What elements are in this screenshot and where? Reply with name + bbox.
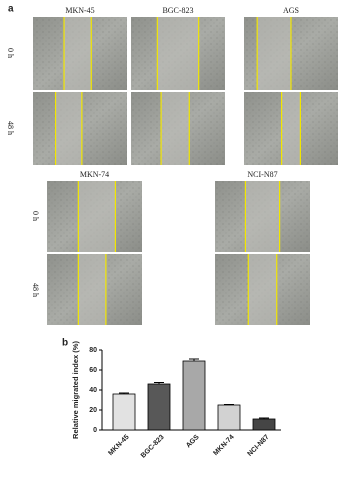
panel-label: a xyxy=(8,4,14,15)
bar xyxy=(217,404,241,431)
wound-area xyxy=(78,181,116,252)
wound-area xyxy=(257,17,291,90)
error-bar xyxy=(259,417,269,419)
cell-line-title: NCI-N87 xyxy=(247,170,277,179)
time-label: 48 h xyxy=(31,283,40,297)
wound-area xyxy=(64,17,92,90)
x-tick-label: MKN-74 xyxy=(212,434,235,457)
error-bar xyxy=(224,404,234,405)
wound-area xyxy=(161,92,190,165)
bar xyxy=(252,418,276,431)
x-tick-label: MKN-45 xyxy=(107,434,130,457)
time-label: 48 h xyxy=(6,121,15,135)
error-bar xyxy=(154,382,164,384)
y-tick-label: 60 xyxy=(89,367,97,374)
y-tick-label: 0 xyxy=(93,427,97,434)
wound-area xyxy=(157,17,199,90)
time-label: 0 h xyxy=(31,211,40,221)
wound-area xyxy=(245,181,280,252)
x-tick-label: AGS xyxy=(185,434,201,450)
y-tick-label: 80 xyxy=(89,347,97,354)
cell-line-title: BGC-823 xyxy=(162,6,193,15)
bar xyxy=(182,360,206,431)
y-axis-title: Relative migrated index (%) xyxy=(71,341,80,439)
bar xyxy=(147,383,171,431)
error-bar xyxy=(119,392,129,394)
y-tick-label: 40 xyxy=(89,387,97,394)
error-bar xyxy=(189,358,199,361)
cell-line-title: MKN-45 xyxy=(65,6,94,15)
wound-area xyxy=(78,254,106,325)
time-label: 0 h xyxy=(6,48,15,58)
cell-line-title: MKN-74 xyxy=(80,170,109,179)
wound-area xyxy=(248,254,277,325)
wound-area xyxy=(55,92,82,165)
panel-label: b xyxy=(62,338,68,349)
cell-line-title: AGS xyxy=(283,6,299,15)
bar xyxy=(112,393,136,431)
y-tick-label: 20 xyxy=(89,407,97,414)
x-tick-label: NCI-N87 xyxy=(247,434,271,458)
x-tick-label: BGC-823 xyxy=(140,434,166,460)
wound-area xyxy=(281,92,301,165)
